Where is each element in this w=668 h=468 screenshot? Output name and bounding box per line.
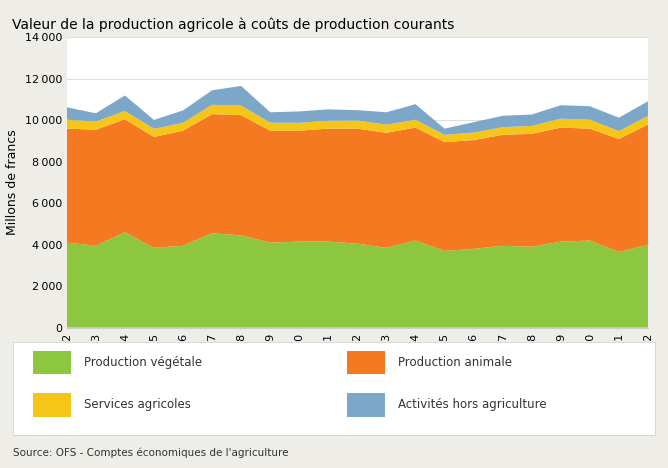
Text: Production végétale: Production végétale — [84, 356, 202, 369]
FancyBboxPatch shape — [347, 393, 385, 417]
X-axis label: Année: Année — [337, 366, 377, 380]
Text: Source: OFS - Comptes économiques de l'agriculture: Source: OFS - Comptes économiques de l'a… — [13, 448, 289, 458]
FancyBboxPatch shape — [347, 351, 385, 374]
FancyBboxPatch shape — [33, 393, 71, 417]
Text: Valeur de la production agricole à coûts de production courants: Valeur de la production agricole à coûts… — [11, 18, 454, 32]
Text: Production animale: Production animale — [398, 356, 512, 369]
Y-axis label: Millons de francs: Millons de francs — [6, 130, 19, 235]
Text: Activités hors agriculture: Activités hors agriculture — [398, 398, 546, 411]
FancyBboxPatch shape — [33, 351, 71, 374]
Text: Services agricoles: Services agricoles — [84, 398, 191, 411]
